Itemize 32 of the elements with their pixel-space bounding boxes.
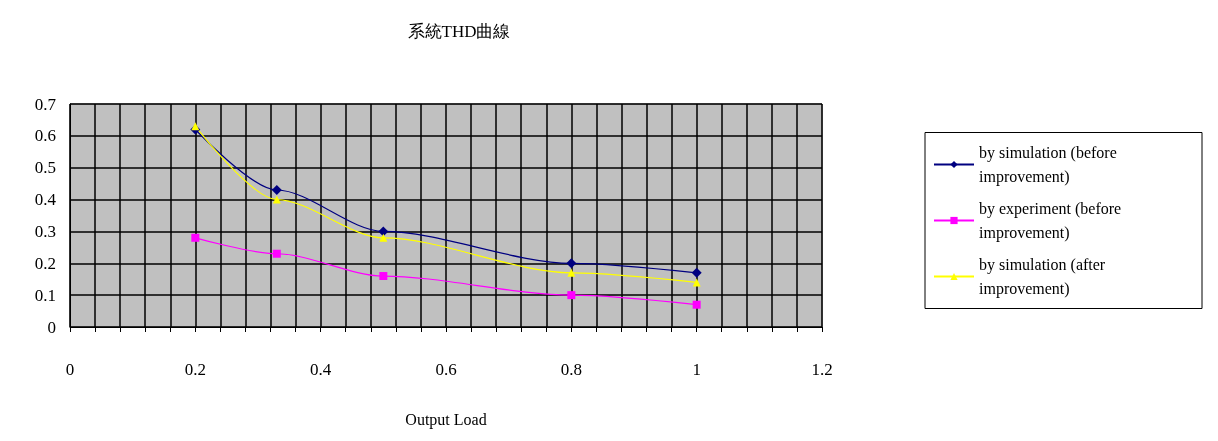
point	[272, 249, 281, 258]
x-tick-label: 0.8	[560, 360, 582, 379]
point	[272, 195, 281, 204]
y-tick-label: 0.4	[34, 190, 57, 210]
x-tick-label: 0.4	[310, 360, 332, 379]
chart-title: 系統THD曲線	[407, 22, 511, 41]
y-tick-label: 0.6	[34, 126, 56, 146]
point	[566, 258, 577, 269]
x-tick-label: 1.2	[811, 360, 833, 379]
legend-label: by simulation (after improvement)	[979, 256, 1110, 298]
point	[191, 233, 200, 242]
x-tick-label: 0.6	[435, 360, 457, 379]
point	[691, 267, 702, 278]
x-tick-label: 1	[692, 360, 701, 379]
point	[692, 300, 701, 309]
y-tick-label: 0.3	[34, 221, 56, 241]
y-tick-label: 0	[47, 317, 56, 337]
point	[378, 226, 389, 237]
x-axis-title: Output Load	[405, 410, 487, 429]
y-tick-label: 0.5	[34, 158, 56, 178]
point	[379, 272, 388, 281]
legend-label: by simulation (before improvement)	[979, 144, 1121, 186]
y-tick-label: 0.7	[34, 94, 57, 114]
x-tick-label: 0.2	[184, 360, 206, 379]
point	[567, 291, 576, 300]
y-tick-label: 0.1	[34, 285, 56, 305]
point	[567, 268, 576, 277]
legend-label: by experiment (before improvement)	[979, 200, 1126, 242]
y-tick-label: 0.2	[34, 253, 56, 273]
x-tick-label: 0	[65, 360, 75, 379]
point	[271, 185, 282, 196]
point	[379, 233, 388, 242]
